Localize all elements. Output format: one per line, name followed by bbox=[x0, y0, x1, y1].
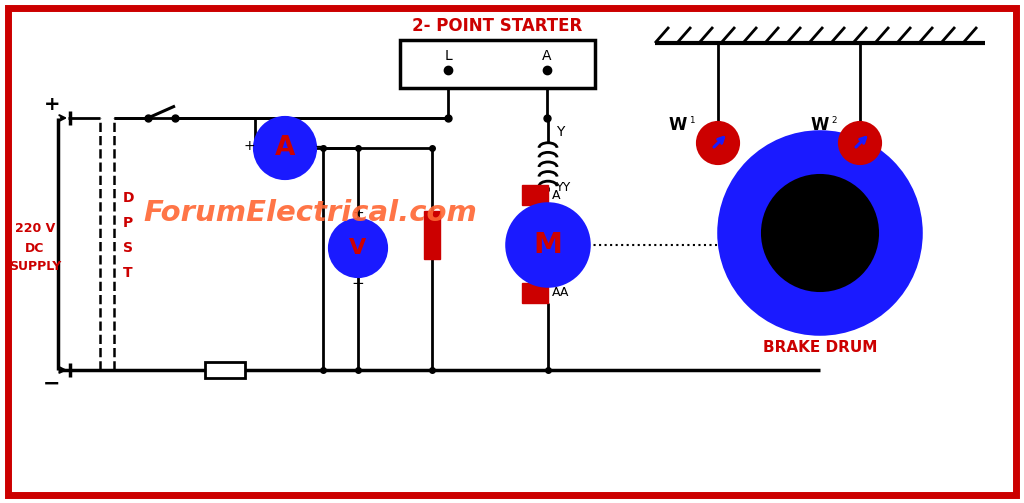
Text: +: + bbox=[243, 139, 255, 153]
Text: AA: AA bbox=[552, 287, 569, 299]
Text: L: L bbox=[444, 49, 452, 63]
Circle shape bbox=[805, 218, 835, 248]
Text: 220 V
DC
SUPPLY: 220 V DC SUPPLY bbox=[9, 222, 61, 274]
Bar bbox=[205, 362, 245, 378]
Text: BRAKE DRUM: BRAKE DRUM bbox=[763, 340, 878, 355]
Text: W: W bbox=[669, 116, 687, 134]
Circle shape bbox=[840, 123, 880, 163]
Circle shape bbox=[508, 205, 588, 285]
Text: A: A bbox=[543, 49, 552, 63]
Bar bbox=[424, 211, 440, 259]
Bar bbox=[522, 283, 548, 303]
Bar bbox=[400, 40, 595, 88]
Circle shape bbox=[255, 118, 315, 178]
Text: $_1$: $_1$ bbox=[688, 113, 695, 126]
Text: +: + bbox=[352, 206, 364, 220]
Text: +: + bbox=[44, 95, 60, 114]
Text: −: − bbox=[351, 276, 365, 291]
Circle shape bbox=[698, 123, 738, 163]
Text: A: A bbox=[552, 189, 560, 202]
Text: D
P
S
T: D P S T bbox=[122, 191, 134, 280]
Bar bbox=[522, 185, 548, 205]
Text: M: M bbox=[534, 231, 562, 259]
Text: YY: YY bbox=[556, 181, 571, 194]
Text: $_2$: $_2$ bbox=[830, 113, 838, 126]
Text: ForumElectrical.com: ForumElectrical.com bbox=[143, 199, 477, 227]
Circle shape bbox=[762, 175, 878, 291]
Text: V: V bbox=[349, 238, 367, 258]
Text: W: W bbox=[811, 116, 829, 134]
Text: Y: Y bbox=[556, 125, 564, 139]
Circle shape bbox=[330, 220, 386, 276]
Text: −: − bbox=[314, 138, 328, 153]
Circle shape bbox=[720, 133, 920, 333]
Text: 2- POINT STARTER: 2- POINT STARTER bbox=[412, 17, 582, 35]
Text: A: A bbox=[274, 135, 295, 161]
Text: −: − bbox=[43, 374, 60, 394]
